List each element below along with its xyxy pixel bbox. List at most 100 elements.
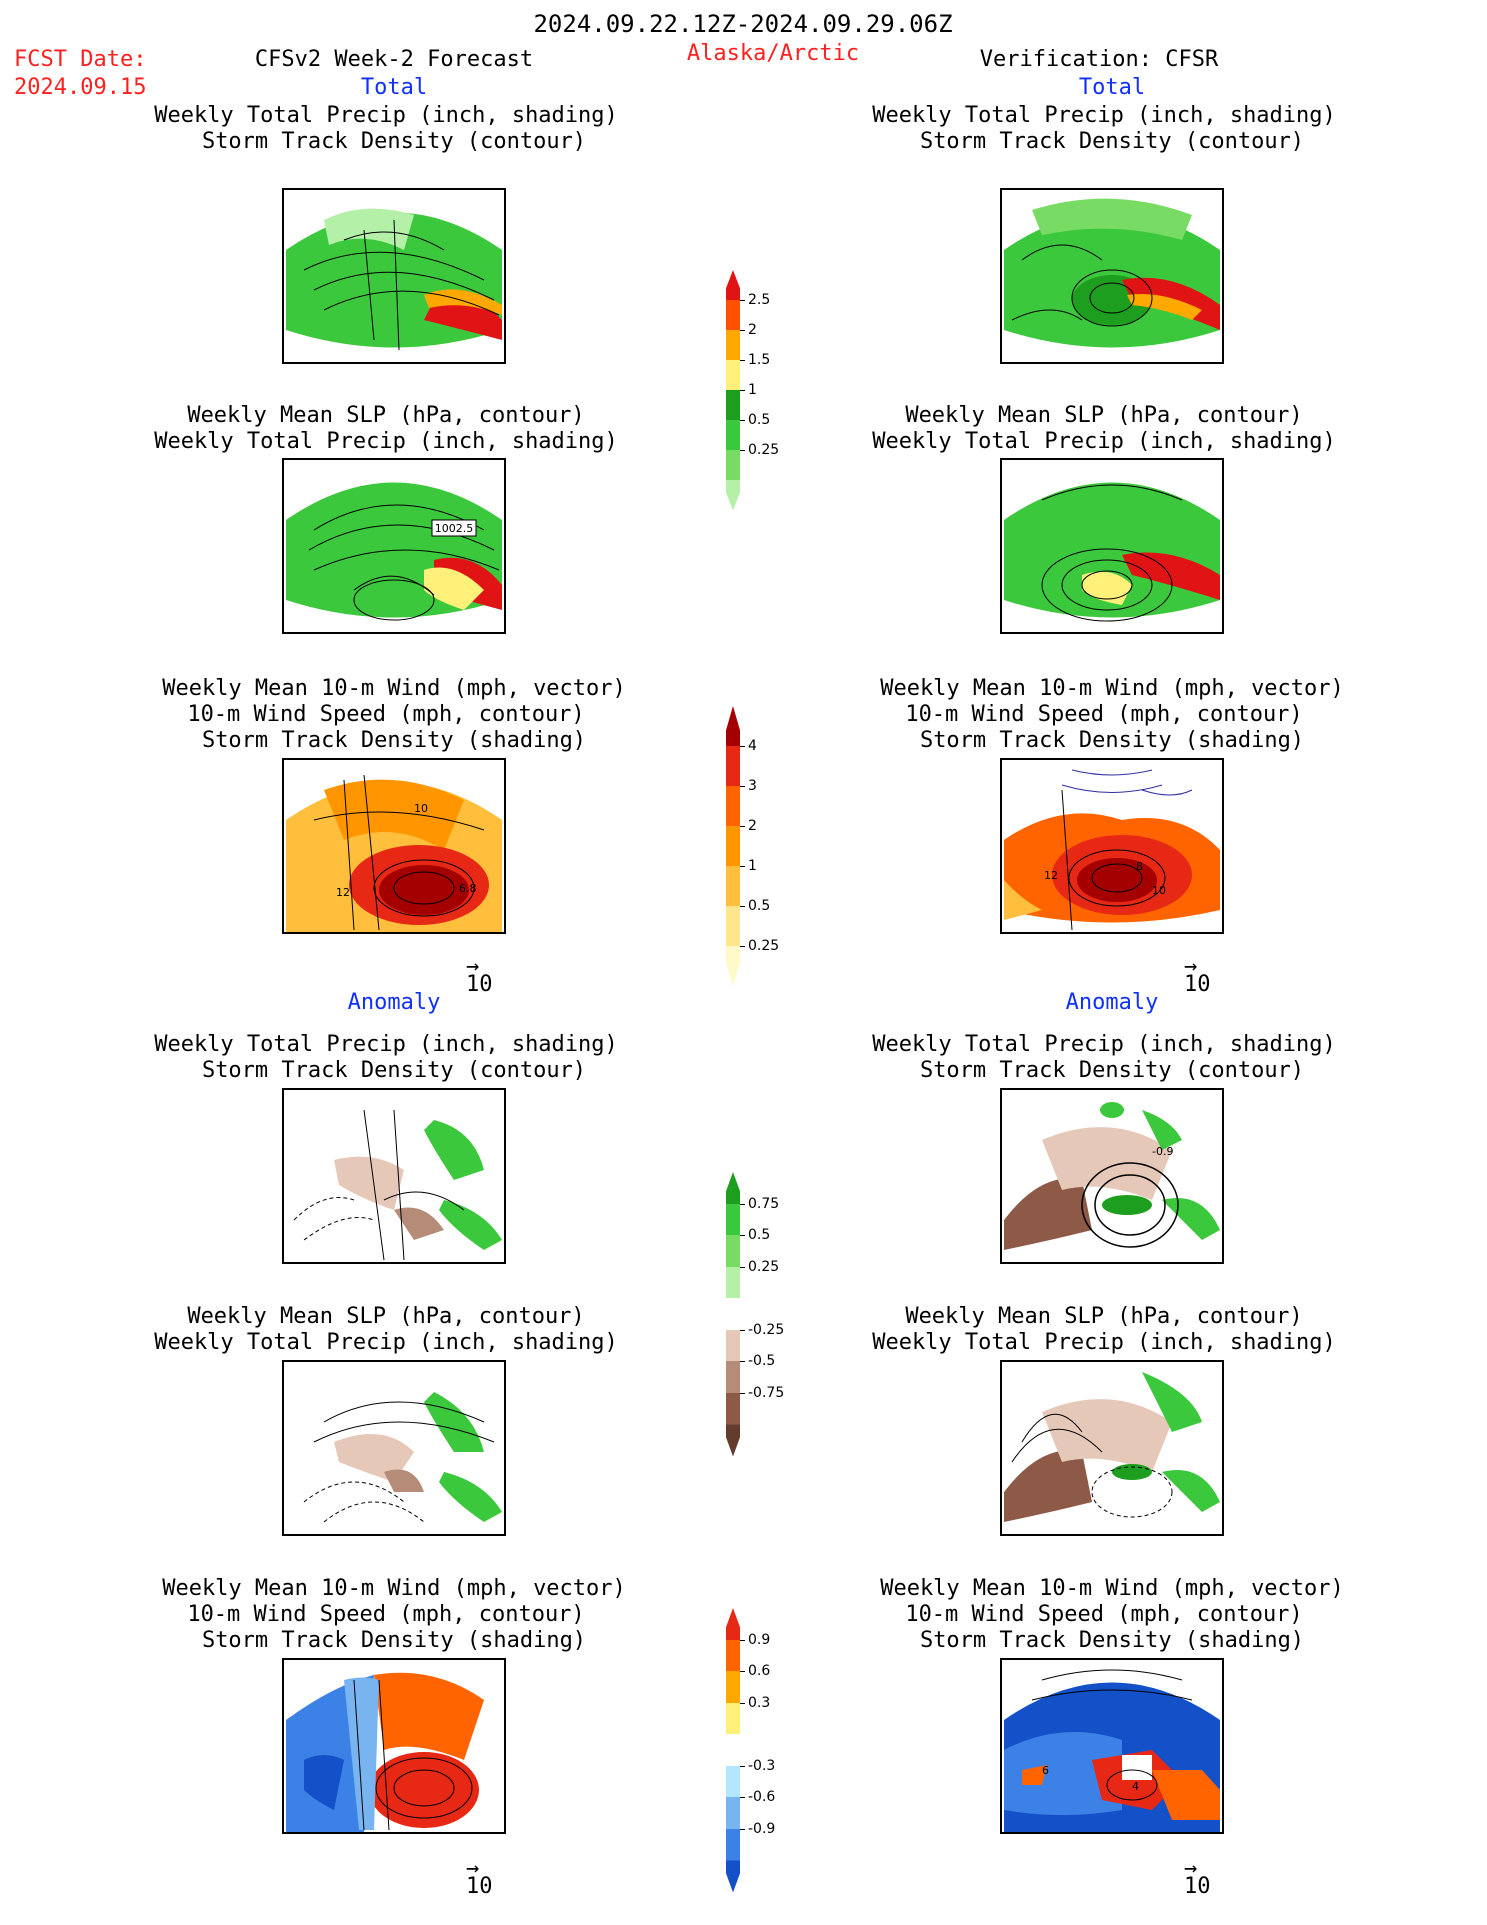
title-r3-a: Weekly Mean 10-m Wind (mph, vector) — [880, 676, 1344, 701]
colorbar-segment — [726, 1797, 740, 1830]
colorbar-tick-label: 1 — [748, 858, 757, 874]
wind-anom-ver-label-2: 4 — [1132, 1780, 1139, 1793]
section-total-right: Total — [1078, 75, 1146, 100]
left-title: CFSv2 Week-2 Forecast — [254, 47, 534, 72]
title-r4-b: Storm Track Density (contour) — [919, 1058, 1305, 1083]
colorbar-segment — [726, 1608, 740, 1641]
colorbar-segment — [726, 390, 740, 421]
colorbar-segment — [726, 1203, 740, 1236]
wind-ver-label-3: 10 — [1152, 884, 1166, 897]
title-r4-a: Weekly Total Precip (inch, shading) — [872, 1032, 1336, 1057]
map-precip-anom-verification: -0.9 — [1000, 1088, 1224, 1264]
colorbar-segment — [726, 450, 740, 481]
wind-label-3: 6.8 — [459, 882, 477, 895]
colorbar-tick — [740, 1797, 745, 1799]
colorbar-tick-label: 0.5 — [748, 1227, 771, 1244]
colorbar-segment — [726, 360, 740, 391]
colorbar-segment — [726, 906, 740, 947]
colorbar-segment — [726, 330, 740, 361]
title-l6-a: Weekly Mean 10-m Wind (mph, vector) — [162, 1576, 626, 1601]
colorbar-segment — [726, 480, 740, 511]
colorbar-segment — [726, 746, 740, 787]
title-l3-a: Weekly Mean 10-m Wind (mph, vector) — [162, 676, 626, 701]
title-r3-b: 10-m Wind Speed (mph, contour) — [905, 702, 1303, 727]
colorbar-segment — [726, 270, 740, 301]
colorbar-segment — [726, 1392, 740, 1425]
colorbar-tick — [740, 1203, 745, 1205]
title-l6-b: 10-m Wind Speed (mph, contour) — [187, 1602, 585, 1627]
colorbar-tick — [740, 1671, 745, 1673]
colorbar-segment — [726, 1765, 740, 1798]
title-l6-c: Storm Track Density (shading) — [201, 1628, 587, 1653]
title-l4-b: Storm Track Density (contour) — [201, 1058, 587, 1083]
colorbar-tick — [740, 1392, 745, 1394]
colorbar-tick — [740, 866, 745, 867]
colorbar-segment — [726, 300, 740, 331]
title-l5-a: Weekly Mean SLP (hPa, contour) — [187, 1304, 585, 1329]
colorbar-tick — [740, 420, 745, 421]
title-r1-b: Storm Track Density (contour) — [919, 129, 1305, 154]
wind-label-2: 12 — [336, 886, 350, 899]
colorbar-tick-label: 0.6 — [748, 1663, 771, 1680]
map-total-precip-forecast — [282, 188, 506, 364]
colorbar-tick — [740, 330, 745, 331]
colorbar-tick-label: 0.25 — [748, 442, 780, 458]
anom-ver-label: -0.9 — [1152, 1145, 1173, 1158]
section-anomaly-left: Anomaly — [347, 990, 441, 1015]
colorbar-segment — [726, 946, 740, 987]
section-total-left: Total — [360, 75, 428, 100]
map-total-precip-verification — [1000, 188, 1224, 364]
colorbar-segment — [726, 866, 740, 907]
colorbar-segment — [726, 1329, 740, 1362]
colorbar-tick — [740, 826, 745, 827]
title-r6-b: 10-m Wind Speed (mph, contour) — [905, 1602, 1303, 1627]
colorbar-tick — [740, 1235, 745, 1237]
colorbar-tick-label: 2.5 — [748, 292, 771, 308]
colorbar-tick-label: -0.75 — [748, 1384, 785, 1401]
map-slp-anom-forecast — [282, 1360, 506, 1536]
wind-ver-label-1: 12 — [1044, 869, 1058, 882]
right-title: Verification: CFSR — [979, 47, 1219, 72]
colorbar-segment — [726, 826, 740, 867]
colorbar-tick-label: 3 — [748, 778, 757, 794]
colorbar-tick-label: 0.25 — [748, 1258, 780, 1275]
map-wind-forecast: 10 12 6.8 — [282, 758, 506, 934]
colorbar-tick-label: -0.6 — [748, 1789, 776, 1806]
colorbar-tick — [740, 906, 745, 907]
colorbar-segment — [726, 1702, 740, 1735]
colorbar-segment — [726, 1172, 740, 1205]
colorbar-segment — [726, 1671, 740, 1704]
vector-ref-arrow-1: → — [466, 954, 480, 979]
colorbar-segment — [726, 1860, 740, 1893]
map-precip-anom-forecast — [282, 1088, 506, 1264]
vector-ref-label-1: 10 — [466, 972, 493, 997]
map-slp-precip-forecast: 1002.5 — [282, 458, 506, 634]
title-l3-c: Storm Track Density (shading) — [201, 728, 587, 753]
title-l3-b: 10-m Wind Speed (mph, contour) — [187, 702, 585, 727]
colorbar-tick-label: 0.25 — [748, 938, 780, 954]
colorbar-tick — [740, 450, 745, 451]
title-l2-b: Weekly Total Precip (inch, shading) — [154, 429, 618, 454]
date-range: 2024.09.22.12Z-2024.09.29.06Z — [533, 10, 953, 38]
colorbar-tick-label: -0.5 — [748, 1353, 776, 1370]
vector-ref-label-4: 10 — [1184, 1874, 1211, 1899]
colorbar-tick-label: -0.25 — [748, 1321, 785, 1338]
colorbar-tick — [740, 786, 745, 787]
wind-ver-label-2: 8 — [1136, 860, 1143, 873]
colorbar-tick — [740, 946, 745, 947]
wind-anom-ver-label-1: 6 — [1042, 1764, 1049, 1777]
map-wind-anom-verification: 6 4 — [1000, 1658, 1224, 1834]
map-slp-precip-verification — [1000, 458, 1224, 634]
colorbar-tick — [740, 746, 745, 747]
colorbar-tick-label: 1 — [748, 382, 757, 398]
map-wind-verification: 12 8 10 — [1000, 758, 1224, 934]
colorbar-storm-density-anom: 0.9 0.6 0.3 -0.3 -0.6 -0.9 — [726, 1608, 775, 1893]
title-r6-c: Storm Track Density (shading) — [919, 1628, 1305, 1653]
title-r1-a: Weekly Total Precip (inch, shading) — [872, 103, 1336, 128]
title-l1-a: Weekly Total Precip (inch, shading) — [154, 103, 618, 128]
colorbar-precip-total: 2.5 2 1.5 1 0.5 0.25 — [726, 270, 779, 511]
vector-ref-arrow-4: → — [1184, 1856, 1198, 1881]
title-r3-c: Storm Track Density (shading) — [919, 728, 1305, 753]
colorbar-tick — [740, 1266, 745, 1268]
colorbar-tick-label: 2 — [748, 322, 757, 338]
